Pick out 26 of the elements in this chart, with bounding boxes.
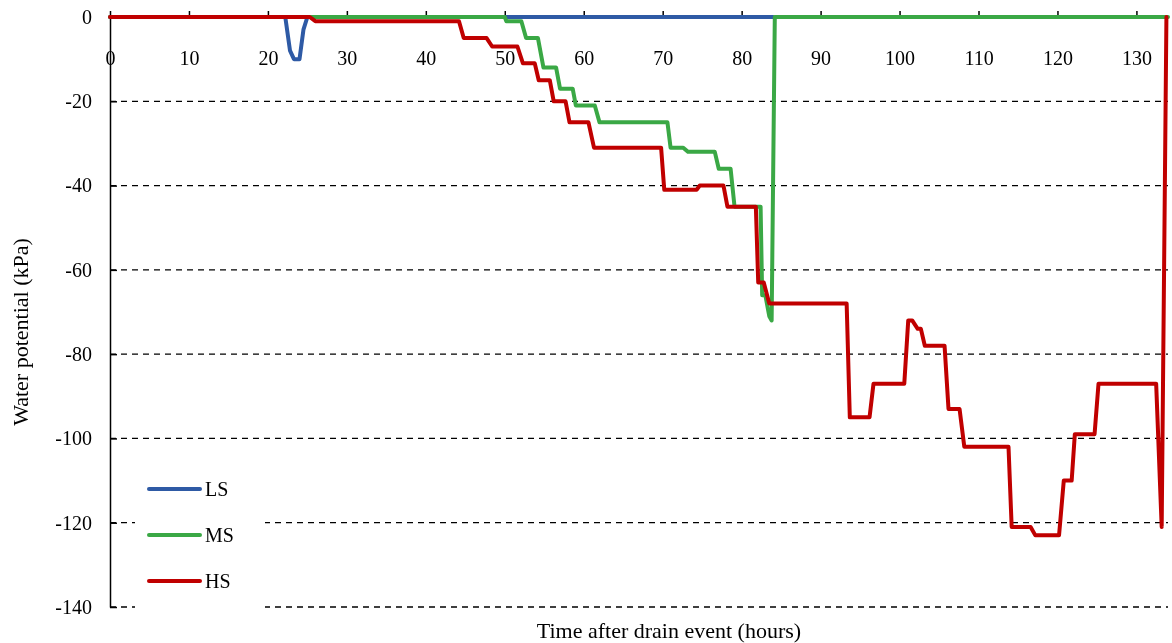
x-tick-label: 90 xyxy=(811,47,832,70)
x-tick-label: 40 xyxy=(416,47,437,70)
legend-label: MS xyxy=(205,524,234,546)
x-tick-label: 10 xyxy=(179,47,200,70)
x-tick-label: 70 xyxy=(653,47,674,70)
y-tick-label: -80 xyxy=(65,343,92,366)
x-tick-label: 50 xyxy=(495,47,516,70)
y-tick-label: -120 xyxy=(55,511,92,534)
x-tick-label: 100 xyxy=(885,47,916,70)
x-tick-label: 130 xyxy=(1121,47,1152,70)
y-tick-label: -60 xyxy=(65,258,92,281)
y-tick-label: -140 xyxy=(55,595,92,618)
y-tick-label: -100 xyxy=(55,427,92,450)
x-axis-title: Time after drain event (hours) xyxy=(536,618,802,643)
x-tick-label: 80 xyxy=(732,47,753,70)
x-tick-label: 60 xyxy=(574,47,595,70)
y-tick-label: 0 xyxy=(82,5,92,28)
x-tick-label: 30 xyxy=(337,47,358,70)
x-tick-label: 20 xyxy=(258,47,279,70)
legend-label: HS xyxy=(205,570,231,592)
y-tick-label: -20 xyxy=(65,90,92,113)
x-tick-label: 120 xyxy=(1042,47,1073,70)
legend-label: LS xyxy=(205,478,229,500)
x-tick-label: 110 xyxy=(964,47,994,70)
y-axis-title: Water potential (kPa) xyxy=(8,238,33,426)
y-tick-label: -40 xyxy=(65,174,92,197)
